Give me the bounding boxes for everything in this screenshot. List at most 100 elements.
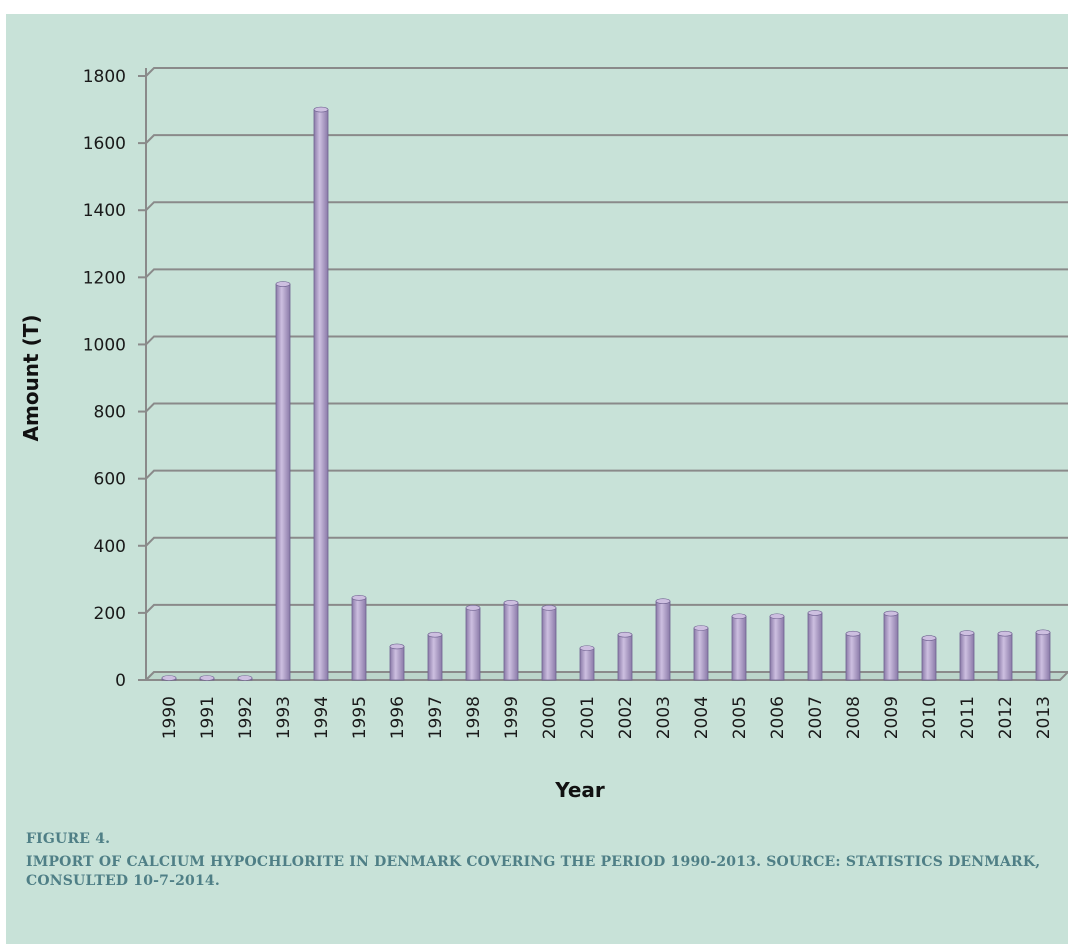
y-tick-label: 1200 [83, 268, 126, 288]
y-tick-label: 200 [94, 604, 126, 624]
bar-2010 [921, 637, 937, 681]
bar-2000 [541, 607, 557, 681]
bar-2013 [1035, 631, 1051, 681]
bar-1999 [503, 602, 519, 681]
bar-cap-1992 [237, 675, 253, 681]
y-tick-label: 800 [94, 403, 126, 423]
bar-cap-1994 [313, 106, 329, 113]
x-tick-label: 2002 [616, 696, 636, 739]
bar-2011 [959, 632, 975, 681]
y-tick-label: 1000 [83, 335, 126, 355]
caption-text: IMPORT OF CALCIUM HYPOCHLORITE IN DENMAR… [26, 854, 1041, 889]
bar-cap-2003 [655, 598, 671, 604]
bar-cap-1999 [503, 600, 519, 606]
x-tick-label: 2001 [578, 696, 598, 739]
y-tick-label: 0 [115, 671, 126, 691]
x-tick-label: 1995 [350, 696, 370, 739]
bar-cap-2006 [769, 613, 785, 620]
bar-cap-2000 [541, 605, 557, 611]
bar-cap-2008 [845, 630, 861, 637]
x-tick-label: 2007 [806, 696, 826, 739]
bar-cap-1990 [161, 675, 177, 681]
x-axis-title: Year [554, 778, 605, 802]
bar-cap-2005 [731, 613, 747, 620]
bar-1995 [351, 597, 367, 681]
bar-2002 [617, 634, 633, 681]
gridline [145, 134, 1068, 144]
y-tick-labels: 0 200 400 600 800 1000 1200 1400 1600 1800 [83, 67, 126, 691]
caption-label: FIGURE 4. [26, 831, 111, 847]
gridline [145, 201, 1068, 211]
bar-cap-1996 [389, 643, 405, 650]
bar-cap-2007 [807, 610, 823, 616]
bar-cap-2001 [579, 645, 595, 651]
y-tick-label: 1600 [83, 134, 126, 154]
gridline [145, 469, 1068, 480]
bar-1997 [427, 634, 443, 681]
x-tick-label: 1991 [198, 696, 218, 739]
x-tick-label: 1993 [274, 696, 294, 739]
bar-2007 [807, 612, 823, 681]
bar-2008 [845, 633, 861, 681]
axes [138, 68, 1068, 681]
bar-cap-1998 [465, 605, 481, 611]
y-tick-label: 400 [94, 537, 126, 557]
x-tick-label: 1992 [236, 696, 256, 739]
y-tick-label: 1800 [83, 67, 126, 87]
x-tick-label: 2000 [540, 696, 560, 739]
x-tick-label: 2013 [1034, 696, 1054, 739]
bar-1993 [275, 283, 291, 681]
y-tick-label: 600 [94, 470, 126, 490]
x-tick-label: 2011 [958, 696, 978, 739]
bar-2012 [997, 633, 1013, 681]
gridlines [145, 67, 1068, 681]
x-tick-label: 2009 [882, 696, 902, 739]
gridline [145, 402, 1068, 413]
x-tick-label: 1996 [388, 696, 408, 739]
bar-2005 [731, 615, 747, 681]
x-tick-label: 2003 [654, 696, 674, 739]
bar-cap-2013 [1035, 629, 1051, 636]
gridline [145, 536, 1068, 547]
bar-2001 [579, 647, 595, 681]
x-tick-label: 1997 [426, 696, 446, 739]
bar-cap-2012 [997, 630, 1013, 637]
gridline [145, 335, 1068, 346]
bar-cap-1997 [427, 631, 443, 638]
x-tick-label: 2004 [692, 696, 712, 739]
bar-2004 [693, 627, 709, 681]
y-tick-label: 1400 [83, 201, 126, 221]
x-tick-label: 1999 [502, 696, 522, 739]
bar-cap-2004 [693, 625, 709, 631]
bar-1994 [313, 109, 329, 681]
x-tick-label: 2008 [844, 696, 864, 739]
x-tick-labels: 1990 1991 1992 1993 1994 1995 1996 1997 1998 1999… [160, 696, 1054, 739]
figure-caption: FIGURE 4. IMPORT OF CALCIUM HYPOCHLORITE… [26, 830, 1046, 895]
bar-cap-1991 [199, 675, 215, 681]
figure-panel: 0 200 400 600 800 1000 1200 1400 1600 1800 1990 19… [6, 14, 1068, 944]
bar-1996 [389, 646, 405, 681]
bar-cap-2010 [921, 635, 937, 641]
x-tick-label: 2012 [996, 696, 1016, 739]
bar-cap-1995 [351, 594, 367, 601]
x-tick-label: 1990 [160, 696, 180, 739]
bar-1998 [465, 607, 481, 681]
gridline [145, 268, 1068, 279]
x-tick-label: 1998 [464, 696, 484, 739]
bar-cap-1993 [275, 281, 291, 287]
gridline [145, 603, 1068, 614]
bar-cap-2011 [959, 630, 975, 636]
gridline [145, 67, 1068, 77]
x-tick-label: 2010 [920, 696, 940, 739]
bars [161, 106, 1051, 681]
bar-cap-2002 [617, 631, 633, 638]
x-tick-label: 2006 [768, 696, 788, 739]
bar-2009 [883, 613, 899, 681]
x-tick-label: 1994 [312, 696, 332, 739]
bar-2006 [769, 615, 785, 681]
chart-floor [143, 671, 1068, 681]
bar-cap-2009 [883, 610, 899, 617]
y-axis-title: Amount (T) [19, 315, 43, 442]
x-tick-label: 2005 [730, 696, 750, 739]
